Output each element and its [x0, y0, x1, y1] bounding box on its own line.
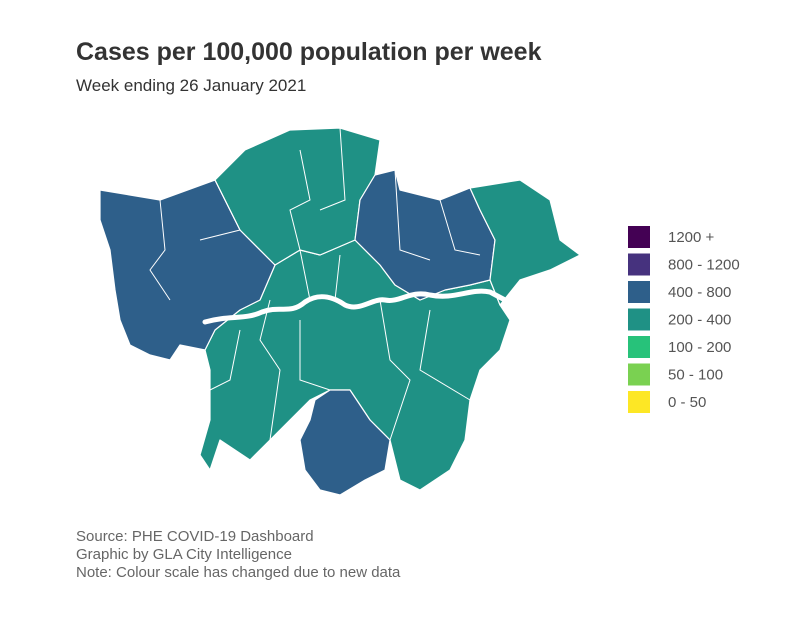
legend-label: 1200 +	[668, 229, 715, 246]
borough-region	[354, 169, 496, 301]
legend-label: 0 - 50	[668, 394, 706, 411]
legend-label: 50 - 100	[668, 366, 723, 383]
note: Note: Colour scale has changed due to ne…	[76, 564, 401, 581]
note: Graphic by GLA City Intelligence	[76, 546, 292, 563]
legend-swatch	[628, 253, 650, 276]
legend-swatch	[628, 336, 650, 358]
legend-label: 800 - 1200	[668, 256, 740, 273]
legend-swatch	[628, 281, 650, 303]
title: Cases per 100,000 population per week	[76, 38, 542, 66]
borough-region	[469, 179, 581, 306]
borough-border	[149, 127, 481, 441]
legend-label: 200 - 400	[668, 311, 731, 328]
subtitle: Week ending 26 January 2021	[76, 76, 306, 95]
note: Source: PHE COVID-19 Dashboard	[76, 528, 314, 545]
legend-label: 100 - 200	[668, 339, 731, 356]
legend-swatch	[628, 391, 650, 413]
legend-label: 400 - 800	[668, 284, 731, 301]
borough-region	[299, 389, 391, 496]
london-map	[99, 127, 581, 496]
legend: 1200 + 800 - 1200 400 - 800 200 - 400 100 - …	[628, 226, 740, 413]
legend-swatch	[628, 363, 650, 386]
river-thames	[202, 288, 508, 325]
legend-swatch	[628, 226, 650, 248]
legend-swatch	[628, 308, 650, 331]
